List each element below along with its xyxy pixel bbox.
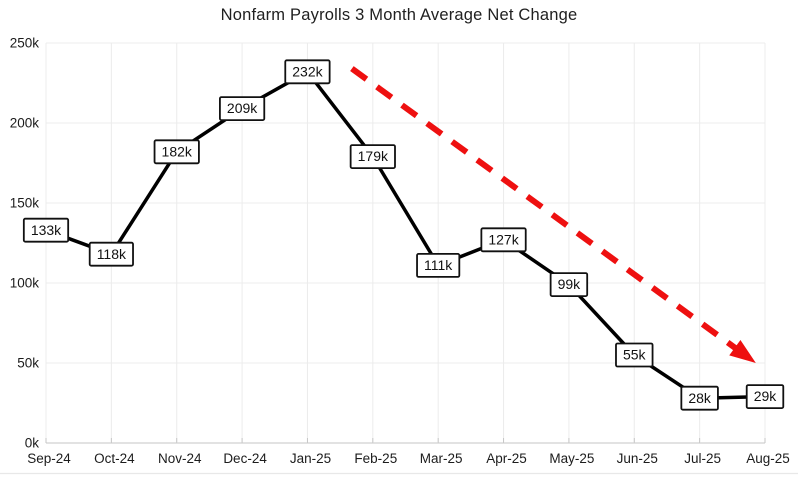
point-label-box bbox=[745, 384, 785, 410]
x-tick-label: May-25 bbox=[549, 451, 594, 466]
gridlines bbox=[45, 42, 766, 444]
x-tick-label: Nov-24 bbox=[158, 451, 202, 466]
point-label-box bbox=[549, 272, 589, 298]
data-point-label: 182k bbox=[153, 139, 200, 165]
point-label-box bbox=[680, 385, 719, 411]
point-label-text: 55k bbox=[623, 347, 647, 363]
data-point-label: 29k bbox=[745, 384, 785, 410]
y-tick-label: 250k bbox=[10, 36, 40, 51]
y-tick-label: 200k bbox=[10, 116, 40, 131]
point-label-text: 232k bbox=[292, 63, 323, 79]
point-label-text: 99k bbox=[558, 276, 582, 292]
data-point-label: 118k bbox=[88, 241, 134, 267]
point-label-box bbox=[615, 342, 654, 368]
x-tick-label: Dec-24 bbox=[223, 451, 267, 466]
y-tick-label: 150k bbox=[10, 196, 40, 211]
data-point-label: 209k bbox=[219, 96, 266, 121]
point-label-text: 127k bbox=[488, 231, 519, 247]
x-tick-label: Sep-24 bbox=[27, 451, 71, 466]
point-label-text: 182k bbox=[162, 143, 193, 159]
point-label-box bbox=[219, 96, 266, 121]
data-series bbox=[44, 70, 767, 400]
data-point-label: 28k bbox=[680, 385, 719, 411]
dashed-trend-line bbox=[350, 66, 742, 354]
point-label-text: 28k bbox=[688, 390, 712, 406]
data-point-label: 111k bbox=[416, 252, 461, 278]
point-label-text: 209k bbox=[227, 100, 258, 116]
y-tick-label: 100k bbox=[10, 276, 40, 291]
data-point-label: 127k bbox=[480, 227, 527, 253]
x-tick-label: Aug-25 bbox=[746, 451, 790, 466]
point-label-text: 133k bbox=[31, 222, 62, 238]
data-point-label: 179k bbox=[349, 144, 396, 170]
point-label-box bbox=[153, 139, 200, 165]
data-point-label: 232k bbox=[284, 59, 331, 85]
point-label-box bbox=[480, 227, 527, 253]
x-tick-label: Mar-25 bbox=[420, 451, 463, 466]
y-tick-label: 0k bbox=[25, 436, 40, 451]
point-label-box bbox=[349, 144, 396, 170]
point-label-text: 29k bbox=[754, 388, 778, 404]
x-tick-label: Apr-25 bbox=[486, 451, 527, 466]
trend-arrow-annotation bbox=[350, 66, 756, 363]
point-labels: 133k 118k 182k 209k 232k 179k 111k 127k 99k 55k 28… bbox=[22, 59, 785, 411]
point-label-box bbox=[416, 252, 461, 278]
y-tick-label: 50k bbox=[17, 356, 39, 371]
point-label-text: 118k bbox=[97, 246, 127, 262]
point-label-text: 179k bbox=[358, 148, 389, 164]
point-label-box bbox=[22, 217, 70, 243]
data-point-label: 55k bbox=[615, 342, 654, 368]
point-label-text: 111k bbox=[424, 257, 453, 273]
point-label-box bbox=[284, 59, 331, 85]
chart-title: Nonfarm Payrolls 3 Month Average Net Cha… bbox=[220, 6, 578, 24]
x-tick-label: Jan-25 bbox=[290, 451, 331, 466]
point-label-box bbox=[88, 241, 134, 267]
payrolls-series-line bbox=[44, 70, 767, 400]
x-tick-label: Jul-25 bbox=[684, 451, 721, 466]
data-point-label: 99k bbox=[549, 272, 589, 298]
arrowhead bbox=[729, 340, 756, 363]
x-tick-label: Jun-25 bbox=[617, 451, 658, 466]
x-tick-label: Feb-25 bbox=[354, 451, 397, 466]
axis-labels: 0k 50k 100k 150k 200k 250k Sep-24 Oct-24 Nov-24 D… bbox=[10, 36, 790, 467]
data-point-label: 133k bbox=[22, 217, 70, 243]
x-tick-label: Oct-24 bbox=[94, 451, 135, 466]
